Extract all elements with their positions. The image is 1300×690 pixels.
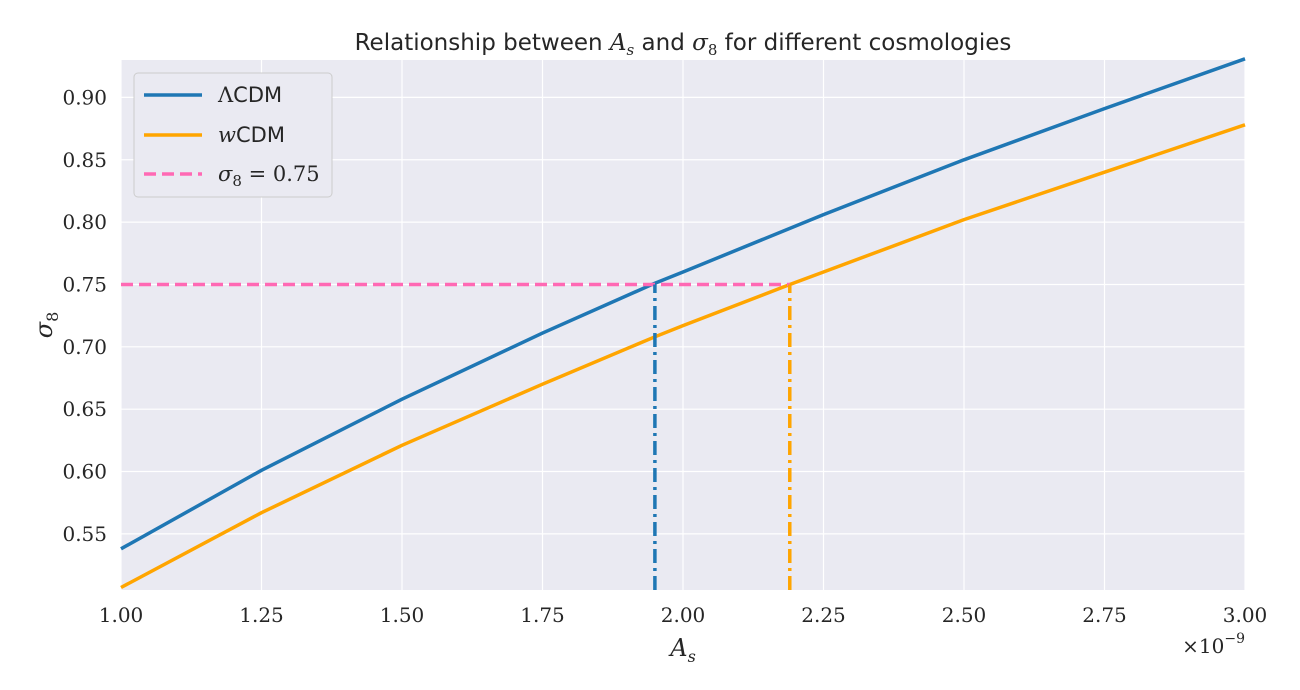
series-lines [120,57,1246,590]
x-tick-label: 2.50 [942,603,987,627]
y-tick-label: 0.70 [62,335,107,359]
legend-label-sigma8: σ8 = 0.75 [218,162,320,190]
x-tick-label: 1.00 [99,603,144,627]
series-line-1 [120,123,1246,590]
x-tick-label: 2.25 [801,603,846,627]
y-tick-label: 0.85 [62,148,107,172]
x-tick-labels: 1.00 1.25 1.50 1.75 2.00 2.25 2.50 2.75 3.00 [99,603,1268,627]
y-tick-label: 0.55 [62,522,107,546]
x-tick-label: 2.75 [1082,603,1127,627]
y-tick-label: 0.80 [62,210,107,234]
x-offset-label: ×10−9 [1182,631,1245,658]
y-tick-label: 0.90 [62,85,107,109]
x-tick-label: 1.75 [520,603,565,627]
legend: ΛCDM wCDM σ8 = 0.75 [133,72,333,198]
y-tick-label: 0.65 [62,397,107,421]
legend-label-lcdm: ΛCDM [217,83,282,107]
x-tick-label: 2.00 [661,603,706,627]
series-line-0 [120,57,1246,551]
y-tick-label: 0.60 [62,460,107,484]
x-tick-label: 1.25 [239,603,284,627]
y-tick-label: 0.75 [62,272,107,296]
legend-label-wcdm: wCDM [218,123,285,147]
legend-box [133,72,333,198]
chart-title: Relationship between As and σ8 for diffe… [355,30,1012,59]
y-axis-label: σ8 [30,312,62,339]
y-tick-labels: 0.55 0.60 0.65 0.70 0.75 0.80 0.85 0.90 [62,85,107,545]
x-axis-label: As [668,634,696,666]
x-tick-label: 1.50 [380,603,425,627]
x-tick-label: 3.00 [1223,603,1268,627]
